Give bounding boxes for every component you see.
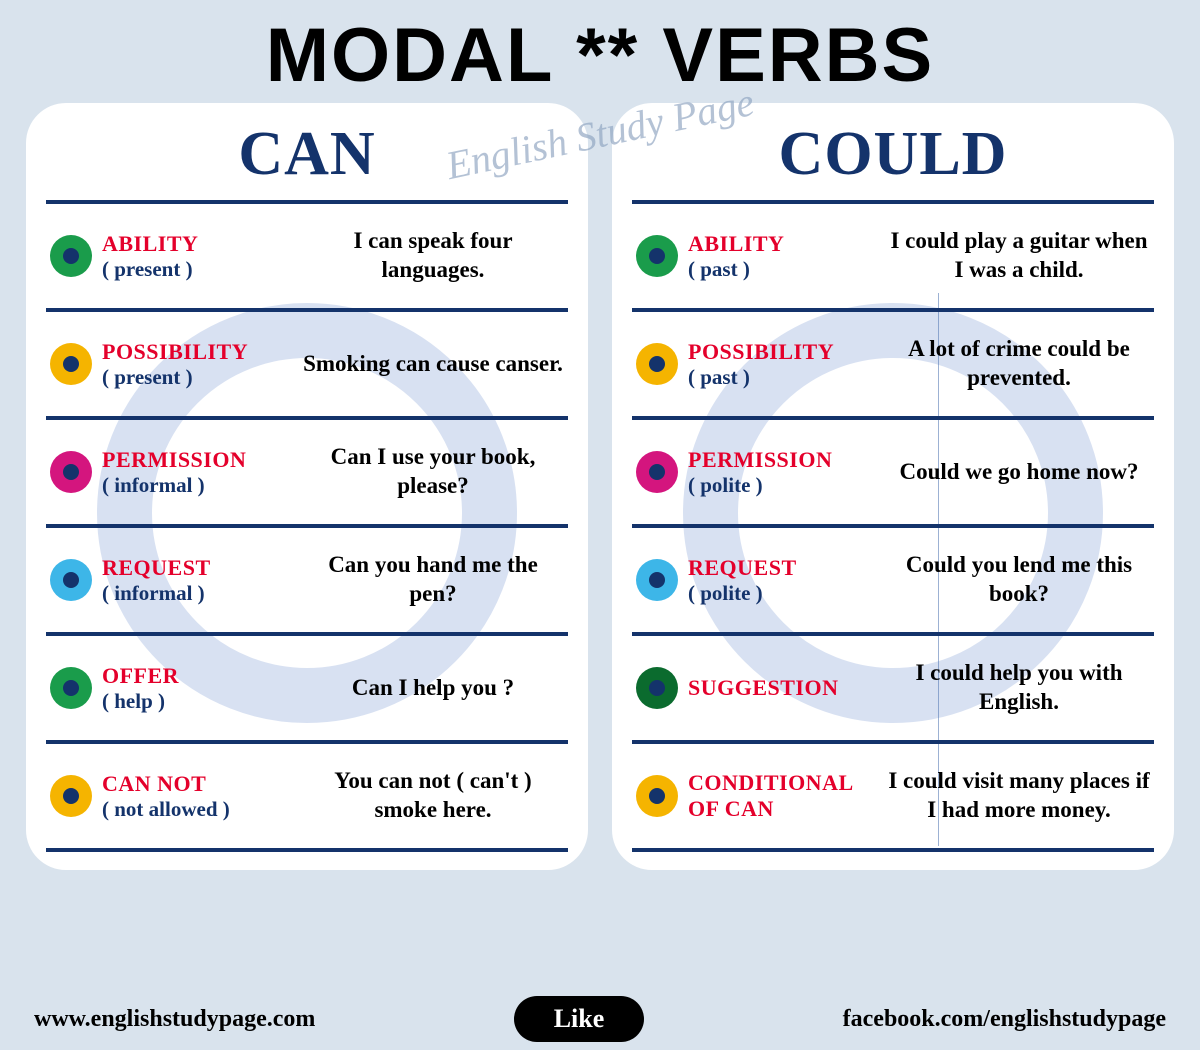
row-could-request: REQUEST ( polite ) Could you lend me thi… bbox=[632, 528, 1154, 636]
category-label: PERMISSION bbox=[688, 447, 882, 473]
row-could-conditional: CONDITIONAL OF CAN I could visit many pl… bbox=[632, 744, 1154, 852]
category-sub: ( not allowed ) bbox=[102, 797, 296, 822]
row-can-offer: OFFER ( help ) Can I help you ? bbox=[46, 636, 568, 744]
example-text: I could help you with English. bbox=[888, 659, 1150, 717]
category-label: CAN NOT bbox=[102, 771, 296, 797]
label-block: ABILITY ( past ) bbox=[688, 231, 888, 282]
panel-could-title: COULD bbox=[632, 113, 1154, 204]
label-block: REQUEST ( polite ) bbox=[688, 555, 888, 606]
row-can-request: REQUEST ( informal ) Can you hand me the… bbox=[46, 528, 568, 636]
label-block: POSSIBILITY ( present ) bbox=[102, 339, 302, 390]
category-sub: ( informal ) bbox=[102, 581, 296, 606]
panel-could: COULD ABILITY ( past ) I could play a gu… bbox=[612, 103, 1174, 870]
example-text: Can you hand me the pen? bbox=[302, 551, 564, 609]
bullet-icon bbox=[636, 667, 678, 709]
like-button[interactable]: Like bbox=[514, 996, 645, 1042]
footer-url-right[interactable]: facebook.com/englishstudypage bbox=[843, 1006, 1166, 1033]
bullet-icon bbox=[50, 667, 92, 709]
example-text: Could we go home now? bbox=[888, 458, 1150, 487]
example-text: Could you lend me this book? bbox=[888, 551, 1150, 609]
category-label: POSSIBILITY bbox=[102, 339, 296, 365]
example-text: I can speak four languages. bbox=[302, 227, 564, 285]
category-sub: ( present ) bbox=[102, 365, 296, 390]
category-sub: ( informal ) bbox=[102, 473, 296, 498]
bullet-icon bbox=[50, 559, 92, 601]
example-text: Can I use your book, please? bbox=[302, 443, 564, 501]
footer: www.englishstudypage.com Like facebook.c… bbox=[0, 988, 1200, 1050]
category-label: ABILITY bbox=[688, 231, 882, 257]
label-block: PERMISSION ( informal ) bbox=[102, 447, 302, 498]
category-sub: ( past ) bbox=[688, 257, 882, 282]
category-sub: ( present ) bbox=[102, 257, 296, 282]
row-could-permission: PERMISSION ( polite ) Could we go home n… bbox=[632, 420, 1154, 528]
bullet-icon bbox=[50, 235, 92, 277]
label-block: ABILITY ( present ) bbox=[102, 231, 302, 282]
category-label: REQUEST bbox=[688, 555, 882, 581]
label-block: POSSIBILITY ( past ) bbox=[688, 339, 888, 390]
category-sub: ( polite ) bbox=[688, 581, 882, 606]
category-label: SUGGESTION bbox=[688, 675, 882, 701]
category-sub: ( help ) bbox=[102, 689, 296, 714]
example-text: Can I help you ? bbox=[302, 674, 564, 703]
bullet-icon bbox=[50, 775, 92, 817]
label-block: CONDITIONAL OF CAN bbox=[688, 770, 888, 822]
example-text: I could visit many places if I had more … bbox=[888, 767, 1150, 825]
bullet-icon bbox=[636, 451, 678, 493]
label-block: CAN NOT ( not allowed ) bbox=[102, 771, 302, 822]
example-text: Smoking can cause canser. bbox=[302, 350, 564, 379]
row-could-suggestion: SUGGESTION I could help you with English… bbox=[632, 636, 1154, 744]
bullet-icon bbox=[50, 343, 92, 385]
category-label: CONDITIONAL OF CAN bbox=[688, 770, 882, 822]
panel-can-title: CAN bbox=[46, 113, 568, 204]
category-label: OFFER bbox=[102, 663, 296, 689]
row-could-ability: ABILITY ( past ) I could play a guitar w… bbox=[632, 204, 1154, 312]
label-block: PERMISSION ( polite ) bbox=[688, 447, 888, 498]
bullet-icon bbox=[50, 451, 92, 493]
example-text: You can not ( can't ) smoke here. bbox=[302, 767, 564, 825]
category-sub: ( past ) bbox=[688, 365, 882, 390]
main-title: MODAL ** VERBS bbox=[0, 0, 1200, 103]
footer-url-left[interactable]: www.englishstudypage.com bbox=[34, 1006, 315, 1033]
panel-can: CAN ABILITY ( present ) I can speak four… bbox=[26, 103, 588, 870]
example-text: I could play a guitar when I was a child… bbox=[888, 227, 1150, 285]
category-label: PERMISSION bbox=[102, 447, 296, 473]
bullet-icon bbox=[636, 559, 678, 601]
bullet-icon bbox=[636, 343, 678, 385]
category-label: POSSIBILITY bbox=[688, 339, 882, 365]
category-sub: ( polite ) bbox=[688, 473, 882, 498]
row-can-permission: PERMISSION ( informal ) Can I use your b… bbox=[46, 420, 568, 528]
label-block: REQUEST ( informal ) bbox=[102, 555, 302, 606]
label-block: SUGGESTION bbox=[688, 675, 888, 701]
bullet-icon bbox=[636, 235, 678, 277]
row-could-possibility: POSSIBILITY ( past ) A lot of crime coul… bbox=[632, 312, 1154, 420]
category-label: REQUEST bbox=[102, 555, 296, 581]
example-text: A lot of crime could be prevented. bbox=[888, 335, 1150, 393]
row-can-not: CAN NOT ( not allowed ) You can not ( ca… bbox=[46, 744, 568, 852]
row-can-ability: ABILITY ( present ) I can speak four lan… bbox=[46, 204, 568, 312]
label-block: OFFER ( help ) bbox=[102, 663, 302, 714]
panels-container: CAN ABILITY ( present ) I can speak four… bbox=[0, 103, 1200, 870]
row-can-possibility: POSSIBILITY ( present ) Smoking can caus… bbox=[46, 312, 568, 420]
bullet-icon bbox=[636, 775, 678, 817]
category-label: ABILITY bbox=[102, 231, 296, 257]
